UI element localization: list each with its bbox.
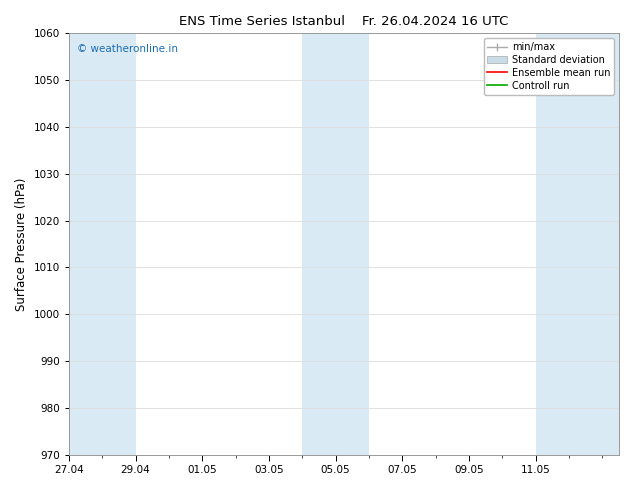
Bar [69,33,136,455]
Title: ENS Time Series Istanbul    Fr. 26.04.2024 16 UTC: ENS Time Series Istanbul Fr. 26.04.2024 … [179,15,508,28]
Text: © weatheronline.in: © weatheronline.in [77,44,178,54]
Y-axis label: Surface Pressure (hPa): Surface Pressure (hPa) [15,177,28,311]
Bar [536,33,619,455]
Bar [302,33,369,455]
Legend: min/max, Standard deviation, Ensemble mean run, Controll run: min/max, Standard deviation, Ensemble me… [484,38,614,95]
